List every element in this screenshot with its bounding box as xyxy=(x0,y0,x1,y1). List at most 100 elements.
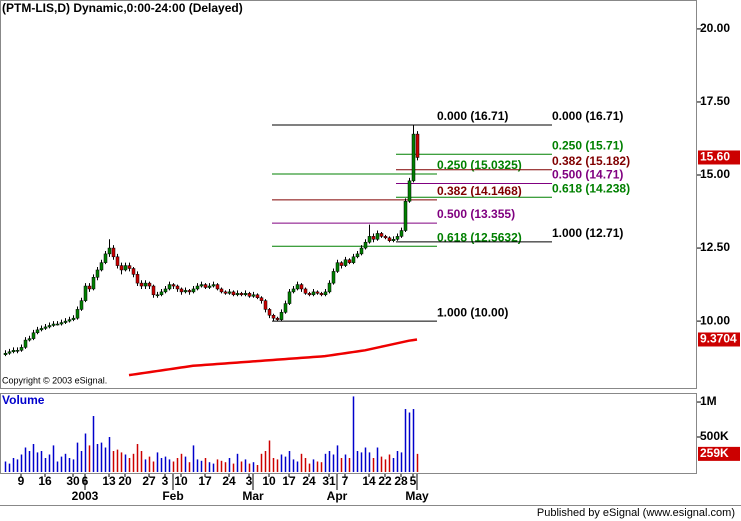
volume-bar xyxy=(380,456,383,472)
candle-body xyxy=(303,288,308,294)
candle-body xyxy=(167,284,172,290)
candle-body xyxy=(63,320,68,323)
x-tick-label: 13 xyxy=(102,474,116,488)
y-tick-label: 15.00 xyxy=(700,167,730,181)
volume-bar xyxy=(272,458,275,472)
candle-body xyxy=(307,293,312,296)
candle-body xyxy=(259,297,264,301)
volume-bar xyxy=(84,433,87,472)
candle-body xyxy=(151,285,156,296)
candle-body xyxy=(415,133,420,158)
volume-bar xyxy=(128,458,131,472)
volume-bar xyxy=(264,451,267,472)
y-tick-label: 10.00 xyxy=(700,313,730,327)
volume-bar xyxy=(44,458,47,472)
volume-bar xyxy=(80,451,83,472)
y-tick-label: 1M xyxy=(700,394,717,408)
fib-label: 0.618 (12.5632) xyxy=(437,230,522,244)
copyright: Copyright © 2003 eSignal. xyxy=(2,375,107,385)
candle-body xyxy=(211,284,216,287)
volume-bar xyxy=(416,453,419,472)
candle-body xyxy=(31,332,36,339)
x-tick-label: 31 xyxy=(322,474,336,488)
candle-body xyxy=(311,291,316,296)
candle-body xyxy=(231,291,236,296)
volume-bar xyxy=(92,416,95,472)
volume-bar xyxy=(148,456,151,472)
volume-bar xyxy=(64,453,67,472)
volume-bar xyxy=(392,458,395,472)
candle-body xyxy=(195,285,200,290)
volume-bar xyxy=(284,456,287,472)
candle-body xyxy=(339,262,344,266)
candle-body xyxy=(295,284,300,290)
x-tick-label: 17 xyxy=(198,474,212,488)
fib-label: 0.250 (15.0325) xyxy=(437,158,522,172)
volume-bar xyxy=(408,412,411,472)
last-ma-label: 9.3704 xyxy=(700,332,737,346)
volume-bar xyxy=(116,449,119,472)
volume-bar xyxy=(176,458,179,472)
candle-body xyxy=(203,284,208,288)
volume-bar xyxy=(220,460,223,472)
volume-bar xyxy=(152,461,155,472)
candle-body xyxy=(287,291,292,304)
candle-body xyxy=(179,288,184,293)
candle-body xyxy=(251,294,256,297)
volume-bar xyxy=(308,463,311,472)
candle-body xyxy=(75,309,80,319)
y-tick-label: 20.00 xyxy=(700,21,730,35)
candle-body xyxy=(155,294,160,297)
volume-bar xyxy=(252,462,255,472)
candle-body xyxy=(387,237,392,241)
volume-bar xyxy=(332,454,335,472)
x-tick-label: 30 xyxy=(66,474,80,488)
volume-bar xyxy=(348,458,351,472)
volume-bar xyxy=(28,451,31,472)
volume-bar xyxy=(360,452,363,472)
candle-body xyxy=(35,329,40,334)
candle-body xyxy=(175,285,180,290)
x-tick-label: 3 xyxy=(246,474,253,488)
volume-bar xyxy=(180,453,183,472)
x-tick-label: 24 xyxy=(302,474,316,488)
candle-body xyxy=(51,323,56,326)
x-tick-label: 10 xyxy=(262,474,276,488)
candle-body xyxy=(263,300,268,310)
candle-body xyxy=(139,282,144,287)
candle-body xyxy=(235,293,240,296)
candle-body xyxy=(215,284,220,290)
fib-label: 1.000 (10.00) xyxy=(437,305,508,319)
candle-body xyxy=(123,265,128,271)
candle-body xyxy=(255,294,260,298)
volume-bar xyxy=(232,463,235,472)
candle-body xyxy=(127,265,132,269)
candle-body xyxy=(103,253,108,263)
candle-body xyxy=(319,293,324,296)
candle-body xyxy=(383,236,388,239)
fib-label: 1.000 (12.71) xyxy=(552,226,623,240)
volume-bar xyxy=(108,437,111,472)
candle-body xyxy=(403,201,408,231)
x-tick-label: 17 xyxy=(282,474,296,488)
candle-body xyxy=(391,239,396,241)
volume-bar xyxy=(312,459,315,472)
candle-body xyxy=(355,253,360,258)
volume-bar xyxy=(40,451,43,472)
candle-body xyxy=(171,284,176,287)
candle-body xyxy=(71,317,76,320)
candle-body xyxy=(159,291,164,296)
candle-body xyxy=(19,347,24,351)
volume-bar xyxy=(8,463,11,472)
y-tick-label: 12.50 xyxy=(700,240,730,254)
volume-bar xyxy=(372,458,375,472)
volume-bar xyxy=(376,447,379,472)
candle-body xyxy=(43,326,48,329)
candle-body xyxy=(83,285,88,301)
candle-body xyxy=(7,351,12,354)
volume-bar xyxy=(412,409,415,472)
volume-bar xyxy=(324,453,327,472)
candle-body xyxy=(27,338,32,341)
candle-body xyxy=(227,291,232,294)
